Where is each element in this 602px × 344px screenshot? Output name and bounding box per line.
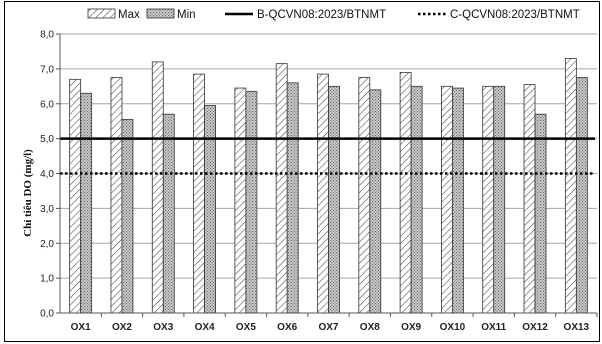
legend-label: B-QCVN08:2023/BTNMT: [257, 9, 386, 21]
bar-min-ox8: [369, 89, 382, 314]
x-tick-label: OX7: [318, 322, 338, 333]
bar-max-ox10: [441, 85, 453, 314]
y-tick-label: 4,0: [40, 169, 54, 180]
bar-min-ox6: [286, 82, 299, 314]
x-tick-label: OX12: [522, 322, 548, 333]
bar-min-ox4: [204, 105, 216, 314]
x-tick-label: OX10: [440, 322, 466, 333]
legend: Max Min B-QCVN08:2023/BTNMT C-QCVN08:2023/B…: [87, 8, 580, 21]
x-tick-label: OX9: [401, 322, 421, 333]
legend-swatch-max: [87, 8, 116, 19]
bar-min-ox11: [493, 85, 506, 314]
x-tick-label: OX3: [153, 322, 173, 333]
x-tick-label: OX4: [195, 322, 215, 333]
bar-max-ox4: [193, 73, 205, 314]
x-tick-label: OX13: [564, 322, 590, 333]
legend-label: Max: [118, 9, 140, 21]
y-tick-label: 1,0: [40, 274, 54, 285]
y-tick-label: 7,0: [40, 64, 54, 75]
x-tick-label: OX5: [236, 322, 256, 333]
bar-max-ox6: [275, 63, 288, 314]
legend-label: C-QCVN08:2023/BTNMT: [450, 9, 580, 21]
bar-max-ox5: [234, 87, 247, 314]
x-tick-label: OX6: [277, 322, 297, 333]
bar-max-ox2: [110, 77, 123, 314]
bar-min-ox9: [410, 85, 423, 314]
reference-lines: [60, 137, 595, 175]
bar-min-ox10: [452, 87, 464, 314]
y-tick-label: 2,0: [40, 239, 54, 250]
x-tick-label: OX8: [360, 322, 380, 333]
bar-max-ox8: [358, 77, 371, 314]
y-tick-label: 0,0: [40, 309, 54, 320]
legend-label: Min: [177, 9, 196, 21]
bar-min-ox12: [534, 113, 547, 314]
bar-max-ox3: [151, 61, 164, 314]
y-tick-label: 6,0: [40, 99, 54, 110]
x-tick-label: OX1: [71, 322, 91, 333]
bar-min-ox5: [245, 91, 258, 314]
bar-max-ox13: [564, 58, 577, 314]
y-tick-label: 5,0: [40, 134, 54, 145]
bar-max-ox12: [523, 84, 536, 314]
bar-max-ox7: [317, 73, 329, 314]
y-axis-label: Chỉ tiêu DO (mg/l): [22, 149, 34, 237]
y-tick-label: 8,0: [40, 30, 54, 41]
bar-min-ox13: [575, 77, 588, 314]
y-tick-label: 3,0: [40, 204, 54, 215]
axes: 0,0 1,0 2,0 3,0 4,0 5,0 6,0 7,0 8,0 OX1 OX2 OX3 OX4 O…: [40, 30, 598, 333]
bar-min-ox3: [162, 113, 175, 314]
bar-min-ox2: [121, 119, 134, 314]
bar-max-ox11: [482, 85, 495, 314]
bar-min-ox7: [328, 85, 340, 314]
bar-min-ox1: [80, 92, 93, 314]
x-tick-label: OX11: [481, 322, 506, 333]
legend-swatch-min: [146, 8, 175, 19]
bar-max-ox9: [399, 71, 412, 314]
bars: [69, 58, 588, 314]
bar-max-ox1: [69, 78, 82, 314]
x-tick-label: OX2: [112, 322, 132, 333]
